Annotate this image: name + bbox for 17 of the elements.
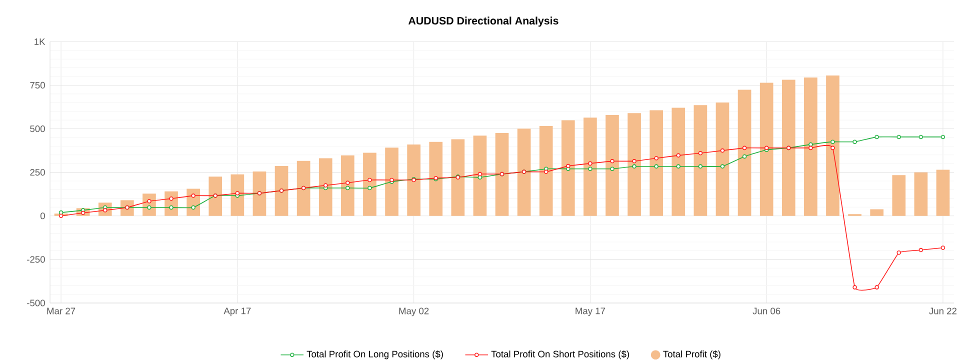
chart-title: AUDUSD Directional Analysis <box>408 16 558 27</box>
legend-label: Total Profit On Long Positions ($) <box>306 350 443 360</box>
x-tick-label: Mar 27 <box>47 308 76 314</box>
x-tick-label: May 02 <box>399 308 429 316</box>
y-tick-label: 0 <box>40 212 45 220</box>
x-tick-label: Jun 22 <box>929 308 957 314</box>
x-tick-label: Jun 06 <box>752 308 780 314</box>
x-tick-label: May 17 <box>576 308 606 316</box>
y-tick-label: -500 <box>27 300 45 306</box>
legend-label: Total Profit On Short Positions ($) <box>491 350 629 360</box>
y-tick-label: 750 <box>30 82 45 89</box>
legend-label: Total Profit ($) <box>663 350 720 360</box>
y-tick-label: 1K <box>34 38 46 45</box>
y-tick-label: 250 <box>30 169 45 176</box>
y-tick-label: -250 <box>27 256 45 263</box>
y-tick-label: 500 <box>30 125 45 132</box>
x-tick-label: Apr 17 <box>224 308 251 316</box>
